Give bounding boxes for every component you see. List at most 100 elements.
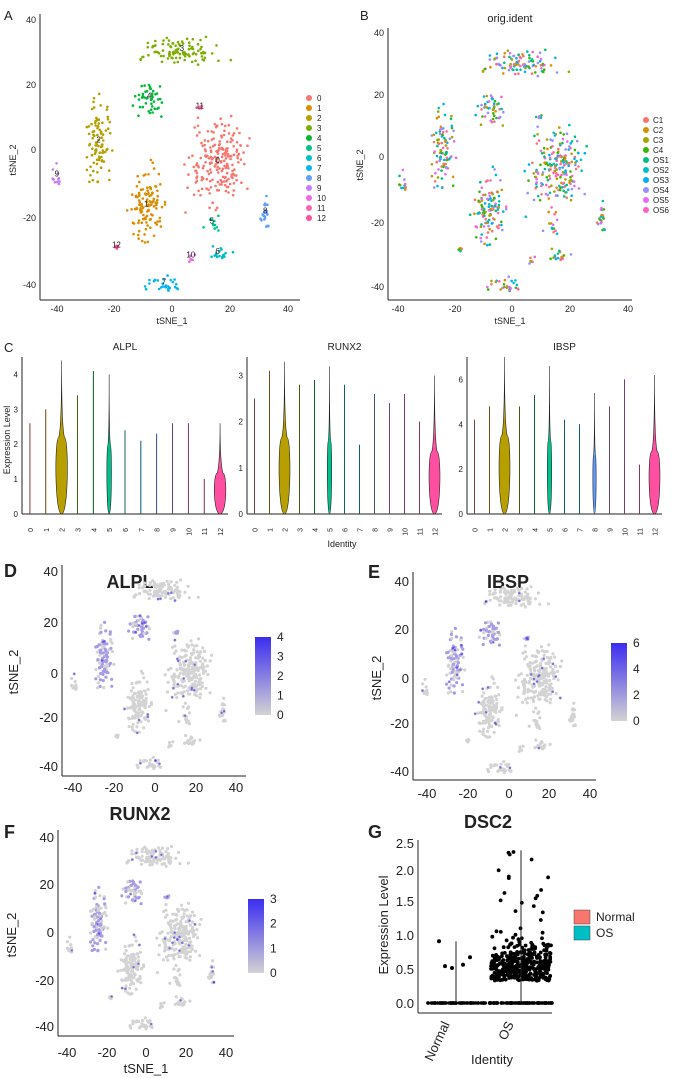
expression-point xyxy=(174,856,178,860)
expression-point xyxy=(90,914,94,918)
sample-point xyxy=(432,140,436,144)
expression-point xyxy=(547,687,551,691)
expression-point xyxy=(571,712,575,716)
violin-xtick: 8 xyxy=(373,528,380,532)
panel-letter-b: B xyxy=(360,8,369,23)
sample-point xyxy=(436,141,440,145)
expression-point xyxy=(98,678,102,682)
expression-point xyxy=(492,730,496,735)
expression-point xyxy=(192,929,196,933)
expression-point xyxy=(175,668,179,672)
normal-zero-point xyxy=(438,1001,442,1005)
sample-point xyxy=(573,184,576,188)
expression-point xyxy=(450,630,454,634)
sample-point xyxy=(585,144,588,148)
os-point xyxy=(522,948,527,953)
expression-point xyxy=(143,845,147,849)
cluster-point xyxy=(154,44,157,47)
cluster-point xyxy=(176,51,180,54)
expression-point xyxy=(528,661,532,665)
expression-point xyxy=(110,649,114,654)
cluster-point xyxy=(191,47,195,51)
expression-point xyxy=(141,671,145,676)
os-point xyxy=(548,954,552,959)
sample-point xyxy=(546,193,550,197)
os-point xyxy=(530,956,534,960)
violin-xtick: 9 xyxy=(388,528,395,532)
expression-point xyxy=(131,621,135,625)
sample-point xyxy=(485,94,489,98)
cluster-point xyxy=(215,255,219,259)
violin-ytick: 4 xyxy=(459,420,464,429)
expression-point xyxy=(186,663,191,667)
sample-point xyxy=(483,242,486,246)
os-point xyxy=(539,888,543,892)
expression-point xyxy=(175,917,179,922)
expression-point xyxy=(481,730,485,734)
expression-point xyxy=(449,683,453,687)
cluster-point xyxy=(263,203,266,207)
high-expression-point xyxy=(134,899,137,902)
sample-point xyxy=(602,216,605,219)
expression-point xyxy=(169,919,173,923)
expression-point xyxy=(127,944,131,948)
expression-point xyxy=(124,949,128,953)
expression-point xyxy=(549,655,553,660)
sample-point xyxy=(438,128,442,131)
cluster-point xyxy=(100,159,104,162)
expression-point xyxy=(169,580,173,584)
cluster-point xyxy=(248,137,251,140)
expression-point xyxy=(144,717,148,722)
expression-point xyxy=(180,655,184,660)
sample-point xyxy=(404,188,407,191)
xtick-g-1: OS xyxy=(495,1019,517,1043)
os-zero-point xyxy=(516,1001,521,1005)
expression-point xyxy=(162,1001,166,1005)
sample-point xyxy=(475,236,478,239)
expression-point xyxy=(124,886,128,890)
high-expression-point xyxy=(100,659,104,662)
cluster-point xyxy=(137,93,141,97)
cluster-label: 3 xyxy=(180,44,185,53)
expression-point xyxy=(172,967,176,971)
expression-point xyxy=(184,926,188,931)
expression-point xyxy=(192,683,196,687)
expression-point xyxy=(535,725,539,729)
sample-point xyxy=(563,185,566,189)
sample-point xyxy=(445,165,448,169)
legend-label: 2 xyxy=(317,114,322,123)
expression-point xyxy=(151,755,155,760)
cluster-point xyxy=(156,279,160,282)
os-point xyxy=(493,963,498,967)
expression-point xyxy=(183,648,187,652)
expression-point xyxy=(503,769,507,773)
expression-point xyxy=(173,912,177,917)
sample-point xyxy=(480,233,484,236)
expression-point xyxy=(560,659,564,663)
sample-point xyxy=(499,288,502,291)
cluster-point xyxy=(147,83,151,87)
sample-point xyxy=(488,194,492,198)
cluster-point xyxy=(160,115,163,118)
xlabel-a: tSNE_1 xyxy=(156,316,187,326)
cluster-point xyxy=(102,139,105,142)
expression-point xyxy=(516,686,521,690)
ytick-e-4: -40 xyxy=(390,764,409,779)
expression-point xyxy=(223,719,227,723)
violin-xtick: 8 xyxy=(155,528,162,532)
cluster-point xyxy=(213,254,216,257)
cluster-point xyxy=(174,282,178,286)
cluster-point xyxy=(215,159,218,163)
cluster-point xyxy=(100,143,104,147)
expression-point xyxy=(531,710,536,714)
cluster-point xyxy=(113,245,117,249)
expression-point xyxy=(199,687,203,691)
cluster-point xyxy=(215,157,218,161)
cluster-point xyxy=(137,221,140,225)
expression-point xyxy=(485,715,489,719)
high-expression-point xyxy=(460,652,463,656)
os-zero-point xyxy=(488,1001,492,1005)
sample-point xyxy=(512,63,516,66)
ylabel-c: Expression Level xyxy=(2,406,12,475)
expression-point xyxy=(150,1025,154,1029)
